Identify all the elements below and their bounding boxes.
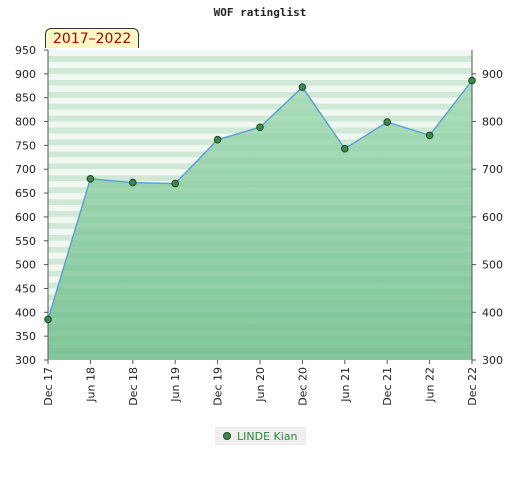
area-stripe bbox=[48, 199, 472, 205]
area-stripe bbox=[48, 318, 472, 325]
x-tick-label: Jun 22 bbox=[424, 367, 437, 403]
x-tick-label: Dec 18 bbox=[127, 367, 140, 406]
area-stripe bbox=[48, 294, 472, 301]
y-tick-label-left: 800 bbox=[15, 116, 36, 129]
y-tick-label-right: 500 bbox=[482, 259, 503, 272]
area-stripe bbox=[48, 210, 472, 217]
data-point bbox=[298, 83, 307, 91]
area-stripe bbox=[48, 306, 472, 313]
area-stripe bbox=[48, 342, 472, 349]
data-point bbox=[213, 135, 222, 144]
background-band bbox=[48, 85, 472, 92]
x-tick-label: Dec 20 bbox=[296, 367, 309, 406]
y-tick-label-right: 600 bbox=[482, 211, 503, 224]
y-tick-label-left: 400 bbox=[15, 306, 36, 319]
area-stripe bbox=[48, 234, 472, 241]
x-tick-label: Dec 22 bbox=[466, 367, 479, 406]
y-tick-label-left: 300 bbox=[15, 354, 36, 367]
data-point bbox=[44, 315, 52, 324]
y-tick-label-right: 400 bbox=[482, 306, 503, 319]
y-tick-label-right: 900 bbox=[482, 68, 503, 81]
x-tick-label: Jun 18 bbox=[84, 367, 97, 403]
chart-title: WOF ratinglist bbox=[213, 6, 307, 19]
background-band bbox=[48, 67, 472, 74]
legend: LINDE Kian bbox=[215, 427, 306, 445]
background-band bbox=[48, 109, 472, 116]
y-tick-label-left: 850 bbox=[15, 92, 36, 105]
legend-marker-icon bbox=[223, 432, 231, 440]
x-tick-label: Dec 19 bbox=[212, 367, 225, 406]
background-band bbox=[48, 103, 472, 110]
period-badge: 2017–2022 bbox=[45, 28, 140, 48]
x-tick-label: Jun 19 bbox=[169, 367, 182, 403]
background-band bbox=[48, 79, 472, 86]
y-tick-label-left: 500 bbox=[15, 259, 36, 272]
data-point bbox=[256, 123, 264, 132]
x-tick-label: Jun 21 bbox=[339, 367, 352, 403]
background-band bbox=[48, 61, 472, 68]
y-tick-label-left: 350 bbox=[15, 330, 36, 343]
data-point bbox=[341, 144, 349, 153]
data-point bbox=[425, 131, 434, 140]
area-stripe bbox=[48, 187, 472, 194]
area-stripe bbox=[48, 330, 472, 337]
data-point bbox=[86, 174, 95, 183]
y-tick-label-right: 700 bbox=[482, 163, 503, 176]
y-tick-label-left: 950 bbox=[15, 44, 36, 57]
y-tick-label-left: 600 bbox=[15, 211, 36, 224]
background-band bbox=[48, 73, 472, 80]
x-tick-label: Jun 20 bbox=[254, 367, 267, 403]
legend-label: LINDE Kian bbox=[237, 429, 298, 443]
y-tick-label-left: 900 bbox=[15, 68, 36, 81]
x-tick-label: Dec 17 bbox=[42, 367, 55, 406]
area-stripe bbox=[48, 139, 472, 146]
data-point bbox=[383, 118, 392, 126]
x-tick-label: Dec 21 bbox=[381, 367, 394, 406]
series-area bbox=[48, 80, 472, 361]
y-tick-label-left: 550 bbox=[15, 235, 36, 248]
area-stripe bbox=[48, 163, 472, 170]
y-tick-label-right: 800 bbox=[482, 116, 503, 129]
background-band bbox=[48, 55, 472, 62]
y-tick-label-left: 450 bbox=[15, 282, 36, 295]
data-point bbox=[468, 76, 476, 85]
area-stripe bbox=[48, 354, 472, 360]
data-point bbox=[129, 178, 137, 187]
background-band bbox=[48, 115, 472, 122]
data-point bbox=[171, 179, 179, 188]
background-band bbox=[48, 91, 472, 98]
y-tick-label-left: 650 bbox=[15, 187, 36, 200]
y-tick-label-left: 700 bbox=[15, 163, 36, 176]
area-stripe bbox=[48, 246, 472, 253]
area-stripe bbox=[48, 270, 472, 277]
area-stripe bbox=[48, 151, 472, 158]
area-stripe bbox=[48, 222, 472, 229]
y-tick-label-right: 300 bbox=[482, 354, 503, 367]
y-tick-label-left: 750 bbox=[15, 139, 36, 152]
background-band bbox=[48, 97, 472, 104]
area-stripe bbox=[48, 258, 472, 265]
area-stripe bbox=[48, 282, 472, 289]
area-stripe bbox=[48, 175, 472, 182]
background-band bbox=[48, 50, 472, 56]
